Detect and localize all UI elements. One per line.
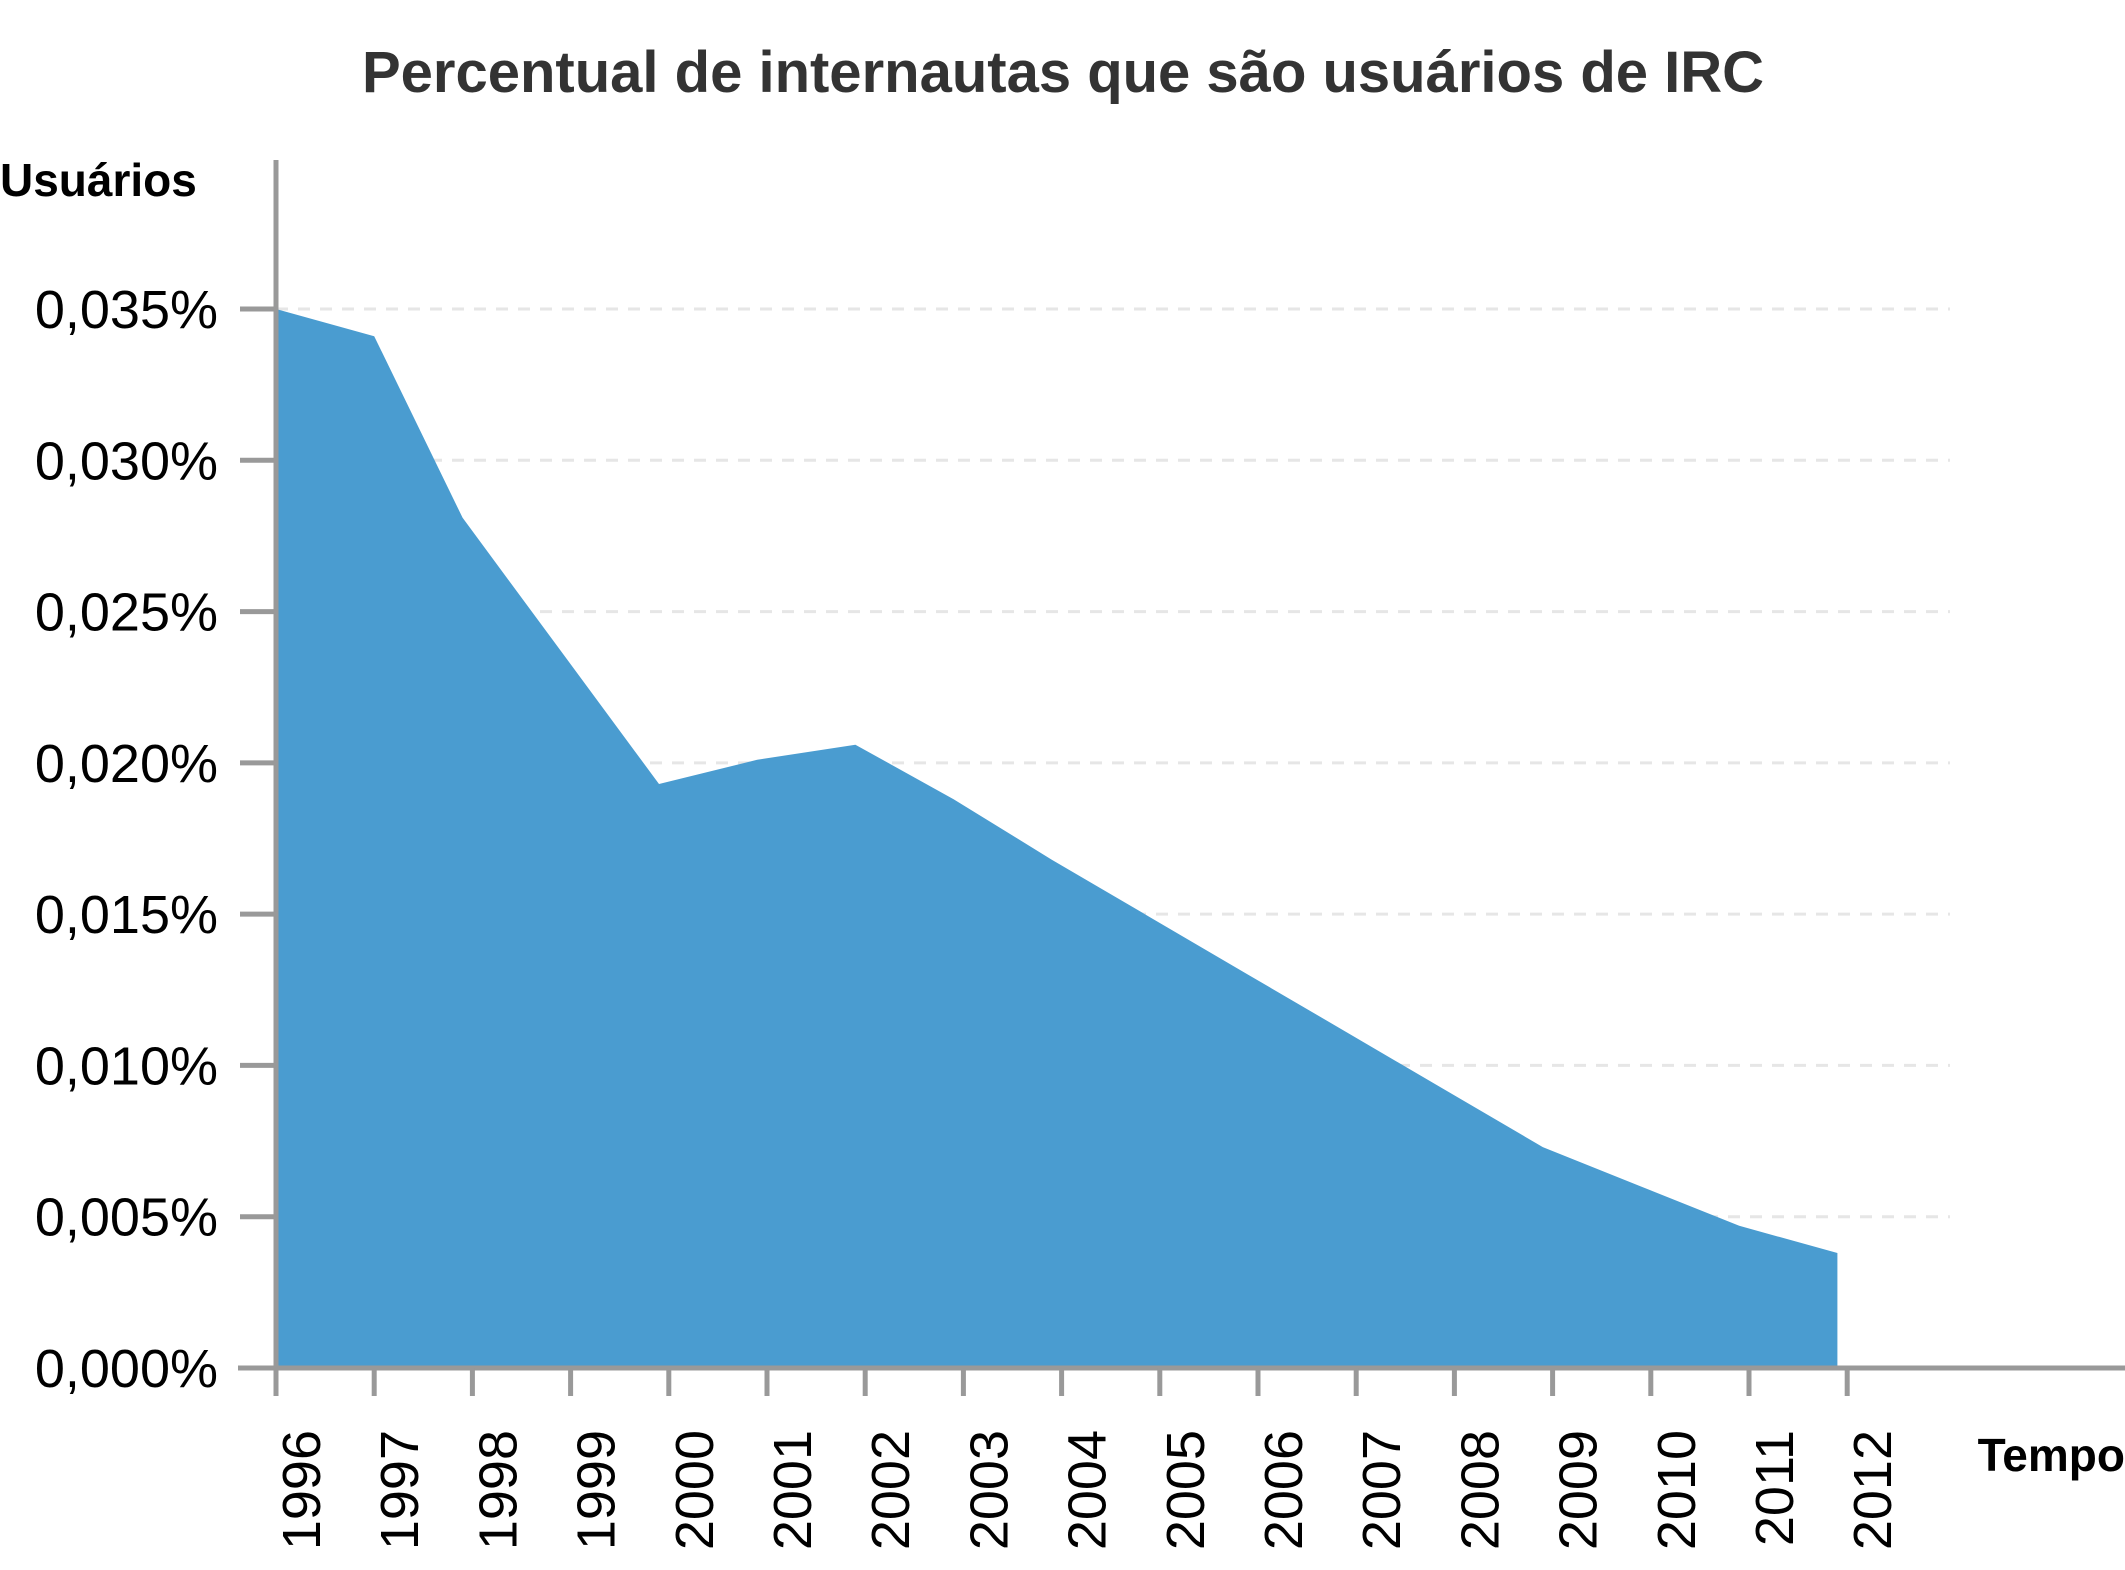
x-tick-label: 2000	[665, 1430, 725, 1550]
y-axis-ticks: 0,000% 0,005% 0,010% 0,015% 0,020% 0,025% 0,03…	[35, 280, 276, 1399]
x-tick-label: 2001	[763, 1430, 823, 1550]
x-tick-label: 2009	[1549, 1430, 1609, 1550]
y-tick-label: 0,030%	[35, 431, 218, 491]
chart-title: Percentual de internautas que são usuári…	[362, 40, 1764, 105]
y-tick-label: 0,005%	[35, 1188, 218, 1248]
area-series	[276, 309, 1838, 1368]
y-tick-label: 0,025%	[35, 583, 218, 643]
x-tick-label: 2011	[1745, 1430, 1805, 1546]
x-tick-label: 1997	[370, 1430, 430, 1550]
x-tick-label: 2012	[1843, 1430, 1903, 1550]
x-tick-label: 1998	[468, 1430, 528, 1550]
y-tick-label: 0,010%	[35, 1036, 218, 1096]
x-axis-ticks: 1996 1997 1998 1999 2000 2001 2002 2003 2004 2005…	[272, 1368, 1903, 1550]
y-tick-label: 0,000%	[35, 1339, 218, 1399]
y-tick-label: 0,035%	[35, 280, 218, 340]
x-tick-label: 2010	[1647, 1430, 1707, 1550]
x-axis-title: Tempo	[1978, 1429, 2125, 1481]
x-tick-label: 2008	[1450, 1430, 1510, 1550]
x-tick-label: 2007	[1352, 1430, 1412, 1550]
x-tick-label: 2004	[1058, 1430, 1118, 1550]
x-tick-label: 2005	[1156, 1430, 1216, 1550]
y-tick-label: 0,020%	[35, 734, 218, 794]
y-tick-label: 0,015%	[35, 885, 218, 945]
area-fill	[276, 309, 1838, 1368]
x-tick-label: 2006	[1254, 1430, 1314, 1550]
x-tick-label: 1999	[567, 1430, 627, 1550]
y-axis-title: Usuários	[0, 154, 197, 206]
x-tick-label: 2002	[861, 1430, 921, 1550]
x-tick-label: 1996	[272, 1430, 332, 1550]
axes	[238, 160, 2125, 1372]
x-tick-label: 2003	[959, 1430, 1019, 1550]
